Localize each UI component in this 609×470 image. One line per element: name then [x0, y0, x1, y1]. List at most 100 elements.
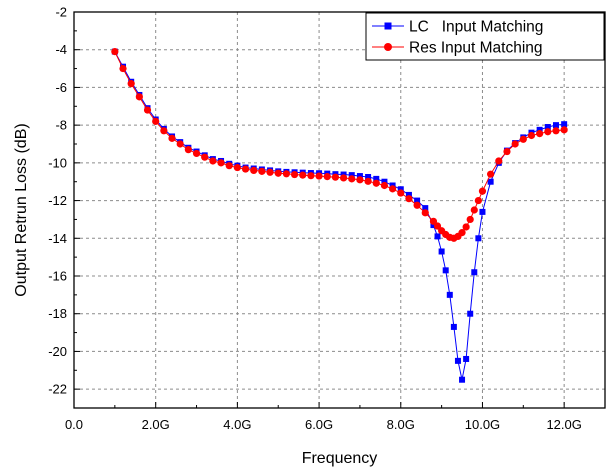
y-tick-label: -12 [48, 193, 67, 208]
data-point [413, 201, 421, 209]
data-point [561, 121, 568, 128]
data-point [474, 196, 482, 205]
data-point [430, 222, 437, 229]
data-point [450, 323, 457, 330]
data-point [429, 217, 438, 225]
data-point [111, 48, 119, 56]
data-point [433, 222, 442, 230]
legend-entry: LC Input Matching [372, 19, 543, 36]
x-tick-label: 10.0G [465, 417, 500, 432]
series-line [114, 51, 565, 380]
data-point [356, 176, 364, 184]
y-tick-label: -4 [55, 42, 67, 57]
axis-ticks: 0.0 2.0G 4.0G 6.0G 8.0G 10.0G 12.0G -22 -20 -18 -1… [48, 5, 582, 433]
data-point [225, 162, 233, 170]
data-point [458, 229, 466, 237]
data-point [487, 170, 495, 178]
data-point [364, 177, 372, 185]
legend-label: LC Input Matching [409, 19, 543, 36]
legend-marker [384, 43, 392, 51]
x-tick-label: 0.0 [65, 417, 83, 432]
data-point [405, 195, 413, 203]
data-point [250, 166, 258, 174]
data-point [397, 186, 404, 193]
data-point [478, 187, 487, 195]
data-point [356, 173, 363, 180]
legend-marker [384, 22, 392, 30]
data-point [422, 205, 429, 212]
data-point [192, 149, 201, 158]
data-point [348, 175, 356, 183]
data-point [143, 106, 152, 114]
y-axis-title: Output Retrun Loss (dB) [13, 123, 30, 296]
data-point [127, 80, 135, 88]
y-tick-label: -10 [48, 155, 67, 170]
data-point [471, 269, 478, 276]
data-point [176, 140, 184, 148]
data-point [397, 189, 405, 197]
data-point [339, 174, 348, 182]
data-point [389, 185, 397, 193]
data-point [560, 126, 568, 134]
data-point [315, 172, 323, 180]
x-tick-label: 4.0G [223, 417, 251, 432]
data-point [544, 124, 551, 131]
data-point [503, 147, 511, 156]
legend: LC Input Matching Res Input Matching [365, 12, 605, 61]
data-point [168, 134, 176, 142]
data-point [184, 146, 192, 154]
data-point [446, 291, 453, 298]
data-point [470, 206, 478, 214]
data-point [511, 140, 519, 148]
data-point [552, 127, 560, 135]
x-tick-label: 12.0G [546, 417, 581, 432]
data-point [274, 169, 282, 177]
series-layer [111, 48, 568, 383]
data-point [160, 127, 168, 135]
y-tick-label: -18 [48, 306, 67, 321]
data-point [421, 209, 429, 217]
data-point [331, 173, 340, 181]
data-point [152, 117, 160, 125]
data-point [536, 126, 543, 133]
x-tick-label: 2.0G [142, 417, 170, 432]
grid [74, 12, 605, 408]
y-tick-label: -20 [48, 344, 67, 359]
x-axis-title: Frequency [302, 450, 378, 467]
data-point [463, 355, 470, 362]
data-point [454, 357, 461, 364]
data-point [544, 128, 552, 136]
series-2 [111, 48, 568, 242]
data-point [201, 153, 209, 161]
plot-frame [73, 11, 606, 409]
data-point [467, 310, 474, 317]
legend-box [365, 12, 605, 61]
data-point [266, 168, 274, 176]
data-point [299, 171, 307, 179]
data-point [348, 172, 355, 179]
data-point [495, 157, 503, 165]
data-point [373, 175, 380, 182]
data-point [381, 178, 388, 185]
series-1 [111, 48, 568, 383]
legend-label: Res Input Matching [409, 40, 543, 57]
data-point [241, 165, 250, 173]
data-point [527, 131, 536, 140]
data-point [405, 191, 412, 198]
data-point [479, 208, 486, 215]
y-tick-label: -2 [55, 5, 67, 20]
data-point [459, 376, 466, 383]
data-point [323, 173, 331, 181]
data-point [434, 233, 441, 240]
data-point [466, 215, 474, 224]
data-point [209, 157, 217, 165]
data-point [552, 122, 559, 129]
data-point [414, 197, 421, 204]
data-point [258, 167, 266, 175]
y-tick-label: -8 [55, 118, 67, 133]
data-point [462, 223, 470, 231]
data-point [475, 235, 482, 242]
x-tick-label: 8.0G [387, 417, 415, 432]
data-point [135, 93, 143, 101]
